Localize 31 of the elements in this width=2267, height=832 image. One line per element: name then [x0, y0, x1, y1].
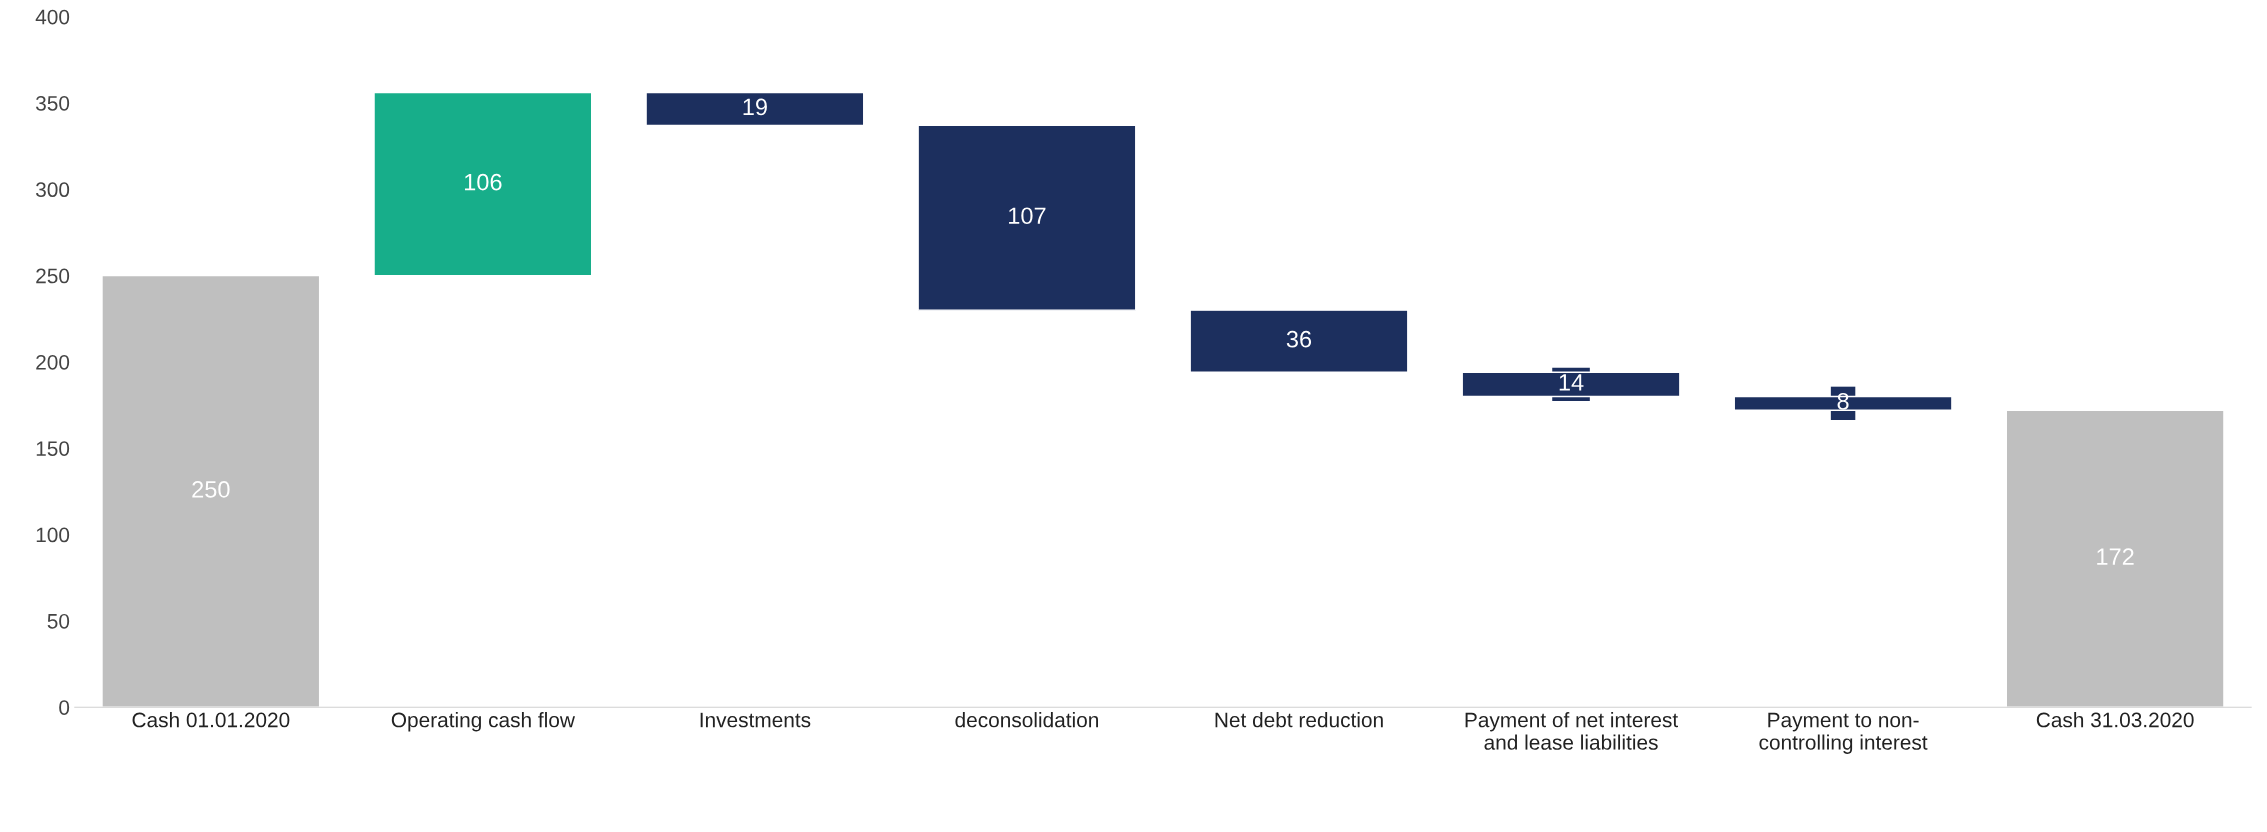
- y-tick-label: 250: [36, 268, 70, 284]
- y-tick-label: 200: [36, 354, 70, 370]
- bar: [645, 91, 865, 127]
- bar: [373, 91, 593, 277]
- x-tick-label: Net debt reduction: [1215, 712, 1383, 728]
- data-label: 250: [192, 481, 230, 498]
- x-tick-label: Cash 31.03.2020: [2036, 712, 2194, 728]
- data-label: 106: [464, 173, 502, 191]
- y-tick-label: 400: [35, 9, 70, 25]
- bar: [101, 274, 321, 708]
- bar: [1189, 309, 1409, 373]
- y-tick-label: 300: [35, 182, 70, 198]
- x-tick-label: deconsolidation: [955, 712, 1098, 728]
- bar: [917, 124, 1137, 311]
- x-tick-label: Cash 01.01.2020: [132, 712, 290, 728]
- bar: [2005, 409, 2225, 708]
- data-label: 19: [743, 98, 767, 116]
- y-tick-label: 100: [36, 527, 70, 543]
- x-tick-label: Payment of net interest and lease liabilities: [1465, 712, 1678, 750]
- x-tick-label: Investments: [700, 712, 811, 728]
- y-tick-label: 0: [59, 700, 70, 715]
- y-tick-label: 350: [35, 95, 70, 111]
- data-label: 172: [2097, 548, 2134, 565]
- y-tick-label: 150: [36, 441, 70, 456]
- y-tick-label: 50: [47, 613, 70, 629]
- x-tick-label: Payment to non-controlling interest: [1759, 712, 1928, 754]
- data-label: 36: [1286, 330, 1312, 348]
- data-label: 107: [1009, 207, 1046, 225]
- data-label: 14: [1559, 374, 1584, 391]
- data-label: 8: [1837, 392, 1849, 410]
- x-tick-label: Operating cash flow: [391, 712, 575, 732]
